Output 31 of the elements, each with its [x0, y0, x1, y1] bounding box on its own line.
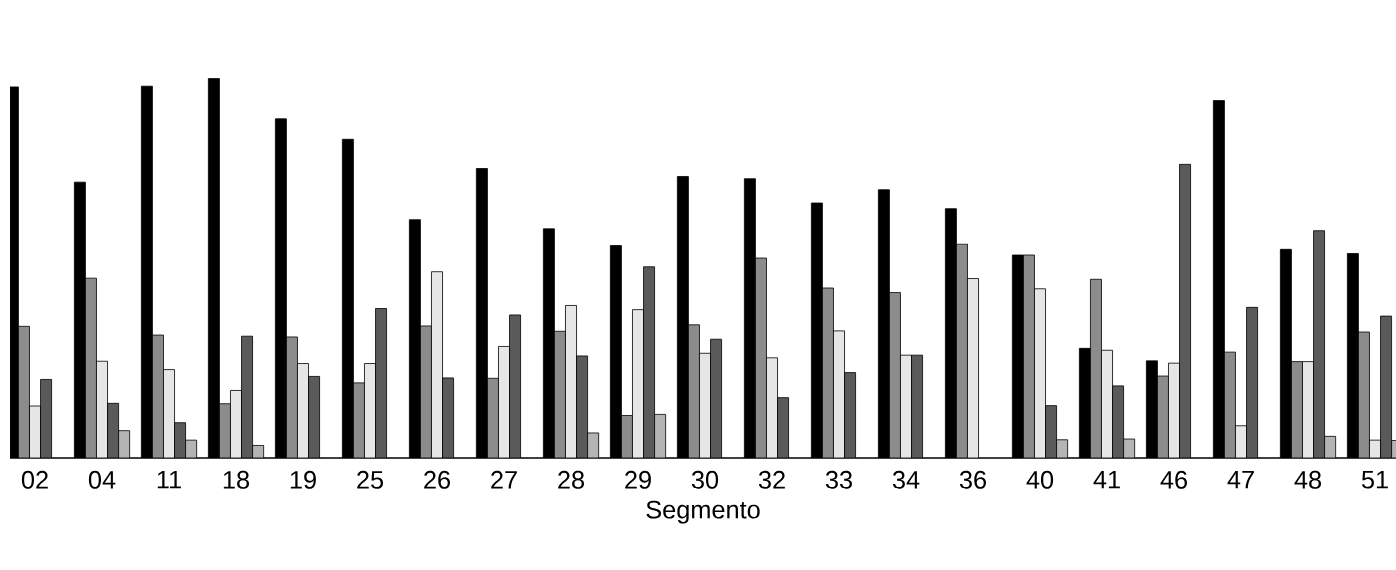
x-tick-label: 48 — [1294, 470, 1321, 489]
x-tick-label: 33 — [825, 470, 852, 489]
bar — [375, 308, 387, 458]
bar — [632, 309, 644, 458]
bar — [431, 271, 443, 458]
x-tick-label: 34 — [892, 470, 920, 489]
x-tick-label: 04 — [88, 470, 116, 489]
x-tick-label: 25 — [357, 470, 384, 489]
x-tick-label: 41 — [1093, 470, 1120, 489]
x-tick-label: 02 — [21, 470, 48, 489]
x-tick-label: 28 — [558, 470, 584, 489]
bar — [565, 305, 577, 458]
bar — [967, 278, 979, 458]
x-tick-label: 29 — [625, 470, 651, 489]
x-tick-label: 46 — [1160, 470, 1187, 489]
x-tick-label: 40 — [1026, 470, 1054, 489]
x-tick-label: 51 — [1361, 470, 1388, 489]
x-tick-label: 19 — [290, 470, 316, 489]
bar — [1034, 288, 1046, 458]
bar — [1179, 163, 1191, 458]
x-axis-title: Segmento — [646, 500, 760, 524]
x-tick-label: 47 — [1227, 470, 1254, 489]
bar — [1313, 230, 1325, 458]
x-tick-label: 11 — [157, 470, 181, 489]
x-tick-label: 32 — [758, 470, 785, 489]
x-tick-label: 27 — [491, 470, 517, 489]
x-tick-label: 18 — [223, 470, 249, 489]
x-tick-label: 36 — [959, 470, 986, 489]
bar — [643, 266, 655, 458]
x-tick-label: 26 — [424, 470, 450, 489]
x-tick-label: 30 — [691, 470, 719, 489]
